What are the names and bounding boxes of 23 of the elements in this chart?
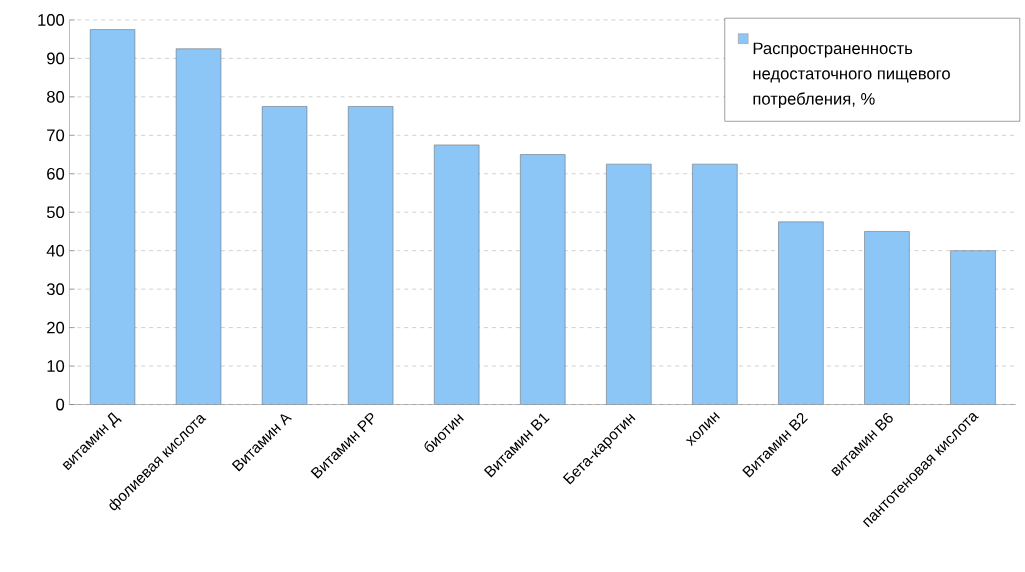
- y-tick-label: 40: [46, 244, 65, 257]
- y-tick-label: 100: [38, 14, 65, 26]
- bar: [261, 106, 308, 405]
- bar: [434, 144, 480, 405]
- y-tick-label: 70: [47, 129, 65, 142]
- bar: [864, 231, 910, 405]
- bar: [89, 29, 136, 405]
- bar: [950, 250, 996, 405]
- y-tick-label: 20: [47, 321, 65, 334]
- bar: [347, 106, 394, 405]
- y-tick-label: 10: [47, 360, 65, 372]
- y-tick-label: 50: [46, 206, 65, 219]
- bar: [175, 48, 222, 405]
- y-tick-label: 30: [46, 283, 65, 296]
- y-tick-label: 0: [56, 398, 65, 411]
- bar: [692, 163, 738, 405]
- y-tick-label: 90: [47, 52, 65, 65]
- text: Распространенность недостаточного пищевого потребления, %: [753, 42, 950, 109]
- y-tick-label: 60: [47, 167, 65, 180]
- bar: [778, 221, 824, 405]
- bar: [606, 163, 652, 405]
- bar: [520, 154, 566, 405]
- y-tick-label: 80: [47, 91, 65, 103]
